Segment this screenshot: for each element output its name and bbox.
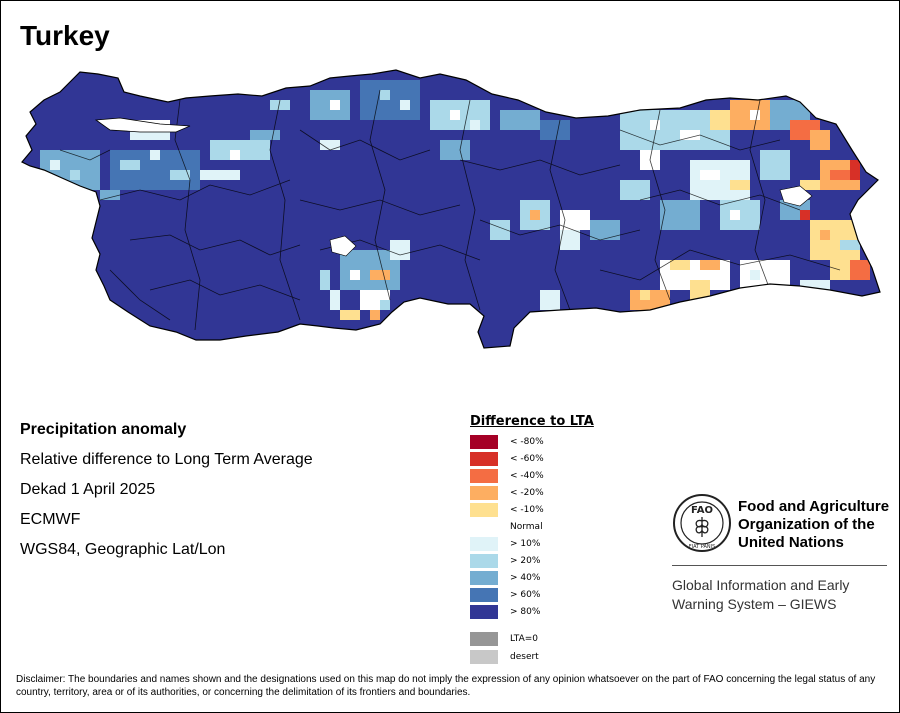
legend-swatch	[470, 520, 498, 534]
legend-swatch	[470, 650, 498, 664]
legend-item: < -10%	[470, 503, 544, 517]
fao-logo-icon: FAO FIAT PANIS	[673, 494, 731, 552]
map-title: Turkey	[20, 20, 110, 51]
fao-logo-motto: FIAT PANIS	[689, 544, 716, 550]
lake	[329, 235, 357, 257]
legend-item: < -80%	[470, 435, 544, 449]
legend-label: < -80%	[510, 437, 544, 447]
legend-item: < -60%	[470, 452, 544, 466]
legend-swatch	[470, 452, 498, 466]
legend-item: > 80%	[470, 605, 540, 619]
legend-label: < -40%	[510, 471, 544, 481]
legend-item: < -20%	[470, 486, 544, 500]
info-period: Dekad 1 April 2025	[20, 481, 156, 498]
legend-item: Normal	[470, 520, 543, 534]
legend-swatch	[470, 486, 498, 500]
legend-swatch	[470, 554, 498, 568]
legend-swatch	[470, 537, 498, 551]
legend-swatch	[470, 571, 498, 585]
disclaimer: Disclaimer: The boundaries and names sho…	[16, 674, 876, 698]
legend-label: > 10%	[510, 539, 541, 549]
country-outline	[21, 69, 881, 349]
lake-van	[779, 185, 813, 207]
legend-item: > 20%	[470, 554, 540, 568]
giews-line: Warning System – GIEWS	[672, 596, 837, 612]
legend-label: desert	[510, 652, 539, 662]
info-projection: WGS84, Geographic Lat/Lon	[20, 541, 226, 558]
legend-swatch	[470, 605, 498, 619]
legend-label: > 40%	[510, 573, 541, 583]
legend-label: > 80%	[510, 607, 541, 617]
legend-swatch	[470, 588, 498, 602]
giews-label: Global Information and Early Warning Sys…	[672, 576, 892, 614]
divider	[672, 565, 887, 566]
map-info: Precipitation anomaly Relative differenc…	[20, 418, 313, 568]
legend-item: < -40%	[470, 469, 544, 483]
sea-of-marmara	[94, 117, 191, 133]
legend-swatch	[470, 503, 498, 517]
legend-label: LTA=0	[510, 634, 538, 644]
info-heading: Precipitation anomaly	[20, 421, 187, 438]
legend-label: < -60%	[510, 454, 544, 464]
legend-label: > 20%	[510, 556, 541, 566]
fao-name-line: United Nations	[738, 534, 844, 551]
fao-name: Food and Agriculture Organization of the…	[738, 498, 898, 552]
info-source: ECMWF	[20, 511, 81, 528]
legend-item-extra: desert	[470, 650, 539, 664]
legend-label: < -10%	[510, 505, 544, 515]
legend: Difference to LTA < -80% < -60% < -40% <…	[470, 414, 594, 664]
fao-name-line: Food and Agriculture	[738, 498, 890, 515]
fao-logo-text: FAO	[691, 505, 713, 516]
legend-swatch	[470, 632, 498, 646]
province-boundaries	[59, 89, 841, 331]
legend-item-extra: LTA=0	[470, 632, 538, 646]
info-subtitle: Relative difference to Long Term Average	[20, 451, 313, 468]
legend-swatch	[470, 469, 498, 483]
legend-item: > 10%	[470, 537, 540, 551]
giews-line: Global Information and Early	[672, 577, 850, 593]
legend-label: Normal	[510, 522, 543, 532]
legend-item: > 60%	[470, 588, 540, 602]
legend-label: > 60%	[510, 590, 541, 600]
legend-label: < -20%	[510, 488, 544, 498]
legend-title: Difference to LTA	[470, 414, 594, 429]
legend-item: > 40%	[470, 571, 540, 585]
legend-swatch	[470, 435, 498, 449]
turkey-anomaly-map	[21, 69, 881, 349]
fao-name-line: Organization of the	[738, 516, 875, 533]
